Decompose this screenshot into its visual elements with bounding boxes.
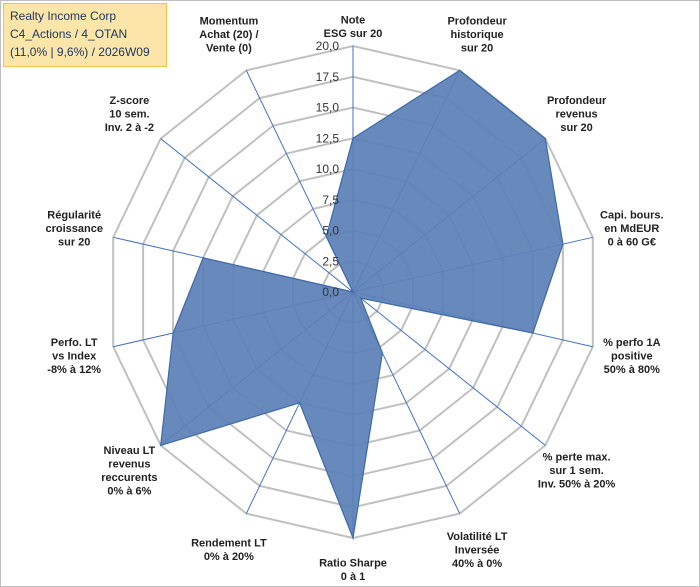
tick-label: 12,5 bbox=[316, 131, 340, 145]
axis-label-line: historique bbox=[451, 29, 504, 41]
axis-label-line: 50% à 80% bbox=[604, 364, 660, 376]
title-box: Realty Income Corp C4_Actions / 4_OTAN (… bbox=[3, 3, 167, 67]
axis-label-line: Note bbox=[341, 15, 365, 27]
axis-label-line: Momentum bbox=[200, 16, 259, 28]
axis-label-line: Z-score bbox=[110, 95, 150, 107]
axis-label-line: 10 sem. bbox=[109, 108, 149, 120]
axis-label-line: Niveau LT bbox=[104, 445, 156, 457]
axis-label-line: Rendement LT bbox=[191, 538, 267, 550]
axis-label: Z-score 10 sem. Inv. 2 à -2 bbox=[105, 95, 154, 134]
axis-label-line: Volatilité LT bbox=[447, 531, 508, 543]
axis-label-line: 0% à 20% bbox=[204, 551, 254, 563]
axis-label-line: -8% à 12% bbox=[47, 364, 101, 376]
axis-label-line: sur 20 bbox=[461, 43, 493, 55]
series-polygon bbox=[160, 69, 564, 541]
axis-label-line: Capi. bours. bbox=[600, 210, 664, 222]
axis-label-line: reccurents bbox=[101, 472, 157, 484]
axis-label-line: Perfo. LT bbox=[51, 337, 98, 349]
axis-spoke bbox=[160, 138, 354, 293]
tick-label: 2,5 bbox=[322, 254, 339, 268]
axis-label: Profondeur historique sur 20 bbox=[447, 16, 507, 55]
tick-label: 5,0 bbox=[322, 224, 339, 238]
radial-tick-labels: 0,0 2,5 5,0 7,5 10,0 12,5 15,0 17,5 20,0 bbox=[316, 39, 340, 299]
axis-label-line: ESG sur 20 bbox=[324, 28, 383, 40]
axis-label: % perfo 1A positive 50% à 80% bbox=[603, 337, 661, 376]
axis-label-line: sur 1 sem. bbox=[549, 465, 603, 477]
series-area bbox=[160, 69, 564, 541]
tick-label: 10,0 bbox=[316, 162, 340, 176]
tick-label: 7,5 bbox=[322, 193, 339, 207]
tick-label: 15,0 bbox=[316, 101, 340, 115]
axis-label-line: sur 20 bbox=[58, 237, 90, 249]
tick-label: 0,0 bbox=[322, 285, 339, 299]
axis-label-line: sur 20 bbox=[560, 122, 592, 134]
axis-label-line: vs Index bbox=[52, 350, 97, 362]
axis-label: % perte max. sur 1 sem. Inv. 50% à 20% bbox=[538, 452, 616, 491]
axis-spoke bbox=[352, 291, 546, 446]
axis-label: Niveau LT revenus reccurents 0% à 6% bbox=[101, 445, 157, 498]
title-portfolio: C4_Actions / 4_OTAN bbox=[10, 27, 128, 41]
title-period: (11,0% | 9,6%) / 2026W09 bbox=[10, 45, 150, 59]
axis-label-line: Profondeur bbox=[447, 16, 507, 28]
axis-label: Profondeur revenus sur 20 bbox=[547, 95, 607, 134]
axis-label: Momentum Achat (20) / Vente (0) bbox=[199, 16, 258, 55]
axis-label-line: Inv. 50% à 20% bbox=[538, 479, 616, 491]
axis-label-line: revenus bbox=[108, 458, 150, 470]
axis-label: Régularité croissance sur 20 bbox=[45, 210, 102, 249]
tick-label: 17,5 bbox=[316, 70, 340, 84]
axis-label-line: 0 à 1 bbox=[341, 571, 365, 583]
axis-label: Volatilité LT Inversée 40% à 0% bbox=[447, 531, 508, 570]
axis-label-line: croissance bbox=[45, 223, 102, 235]
axis-label-line: positive bbox=[611, 350, 653, 362]
axis-label: Ratio Sharpe 0 à 1 bbox=[319, 558, 387, 584]
axis-label-line: % perfo 1A bbox=[603, 337, 661, 349]
axis-label-line: 0 à 60 G€ bbox=[608, 237, 656, 249]
axis-label: Rendement LT 0% à 20% bbox=[191, 538, 267, 564]
axis-label-line: 40% à 0% bbox=[452, 558, 502, 570]
axis-label-line: Achat (20) / bbox=[199, 29, 258, 41]
axis-label: Note ESG sur 20 bbox=[324, 15, 383, 41]
axis-label: Perfo. LT vs Index -8% à 12% bbox=[47, 337, 101, 376]
tick-label: 20,0 bbox=[316, 39, 340, 53]
axis-label: Capi. bours. en MdEUR 0 à 60 G€ bbox=[600, 210, 664, 249]
axis-label-line: revenus bbox=[555, 108, 597, 120]
axis-label-line: Ratio Sharpe bbox=[319, 558, 387, 570]
axis-label-line: 0% à 6% bbox=[107, 485, 151, 497]
axis-label-line: Inversée bbox=[455, 544, 500, 556]
axis-label-line: en MdEUR bbox=[604, 223, 659, 235]
axis-label-line: Profondeur bbox=[547, 95, 607, 107]
title-company: Realty Income Corp bbox=[10, 9, 117, 23]
axis-label-line: % perte max. bbox=[543, 452, 611, 464]
axis-label-line: Régularité bbox=[47, 210, 101, 222]
axis-label-line: Inv. 2 à -2 bbox=[105, 122, 154, 134]
axis-label-line: Vente (0) bbox=[206, 43, 252, 55]
